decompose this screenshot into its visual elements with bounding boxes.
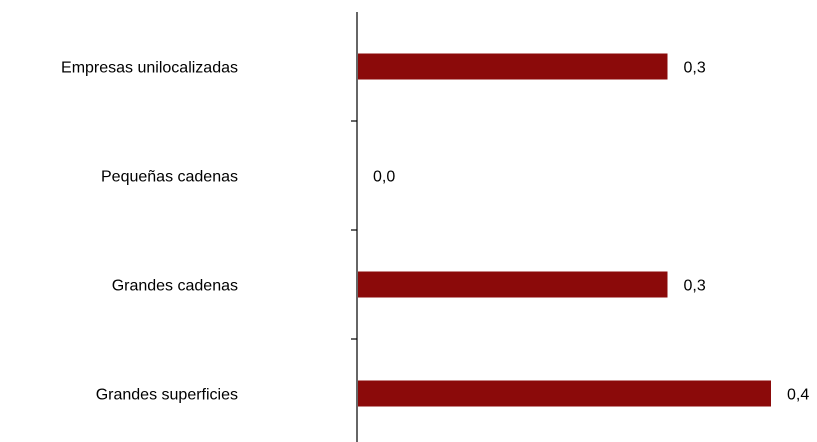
value-label: 0,3 (684, 278, 706, 295)
bar (358, 381, 771, 407)
value-label: 0,4 (787, 387, 809, 404)
category-label: Grandes superficies (96, 387, 238, 404)
value-label: 0,3 (684, 60, 706, 77)
value-label: 0,0 (373, 169, 395, 186)
labels-layer: Empresas unilocalizadas 0,3 Pequeñas caden… (61, 60, 809, 404)
category-label: Empresas unilocalizadas (61, 60, 238, 77)
bar (358, 272, 668, 298)
category-label: Grandes cadenas (112, 278, 238, 295)
y-axis-ticks (351, 121, 357, 339)
bars-layer (358, 54, 771, 407)
bar (358, 54, 668, 80)
category-label: Pequeñas cadenas (101, 169, 238, 186)
